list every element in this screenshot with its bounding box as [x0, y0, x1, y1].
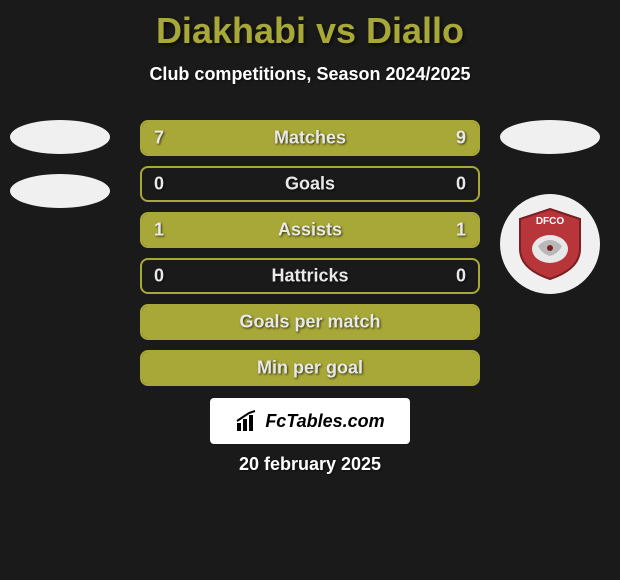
stat-right-value: 0: [456, 174, 466, 195]
subtitle: Club competitions, Season 2024/2025: [0, 64, 620, 85]
left-player-badges: [10, 120, 120, 228]
stat-row-assists: 1 Assists 1: [140, 212, 480, 248]
stat-label: Hattricks: [271, 266, 348, 287]
stat-left-value: 0: [154, 266, 164, 287]
stat-left-value: 0: [154, 174, 164, 195]
stat-label: Goals per match: [239, 312, 380, 333]
date-label: 20 february 2025: [239, 454, 381, 475]
stat-right-value: 0: [456, 266, 466, 287]
page-title: Diakhabi vs Diallo: [0, 0, 620, 52]
comparison-bars: 7 Matches 9 0 Goals 0 1 Assists 1 0 Hatt…: [140, 120, 480, 396]
svg-text:DFCO: DFCO: [536, 216, 565, 227]
club-badge-placeholder: [10, 174, 110, 208]
stat-right-value: 1: [456, 220, 466, 241]
stat-right-value: 9: [456, 128, 466, 149]
stat-row-hattricks: 0 Hattricks 0: [140, 258, 480, 294]
stat-label: Goals: [285, 174, 335, 195]
stat-left-value: 1: [154, 220, 164, 241]
chart-icon: [235, 409, 259, 433]
right-player-badges: DFCO: [500, 120, 610, 294]
brand-badge: FcTables.com: [210, 398, 410, 444]
stat-left-value: 7: [154, 128, 164, 149]
stat-row-goals-per-match: Goals per match: [140, 304, 480, 340]
dfco-crest-icon: DFCO: [510, 204, 590, 284]
bar-fill-left: [142, 122, 290, 154]
club-badge-placeholder: [500, 120, 600, 154]
stat-row-matches: 7 Matches 9: [140, 120, 480, 156]
stat-row-goals: 0 Goals 0: [140, 166, 480, 202]
stat-label: Assists: [278, 220, 342, 241]
club-badge-dfco: DFCO: [500, 194, 600, 294]
brand-text: FcTables.com: [265, 411, 384, 432]
stat-label: Min per goal: [257, 358, 363, 379]
stat-row-min-per-goal: Min per goal: [140, 350, 480, 386]
club-badge-placeholder: [10, 120, 110, 154]
stat-label: Matches: [274, 128, 346, 149]
